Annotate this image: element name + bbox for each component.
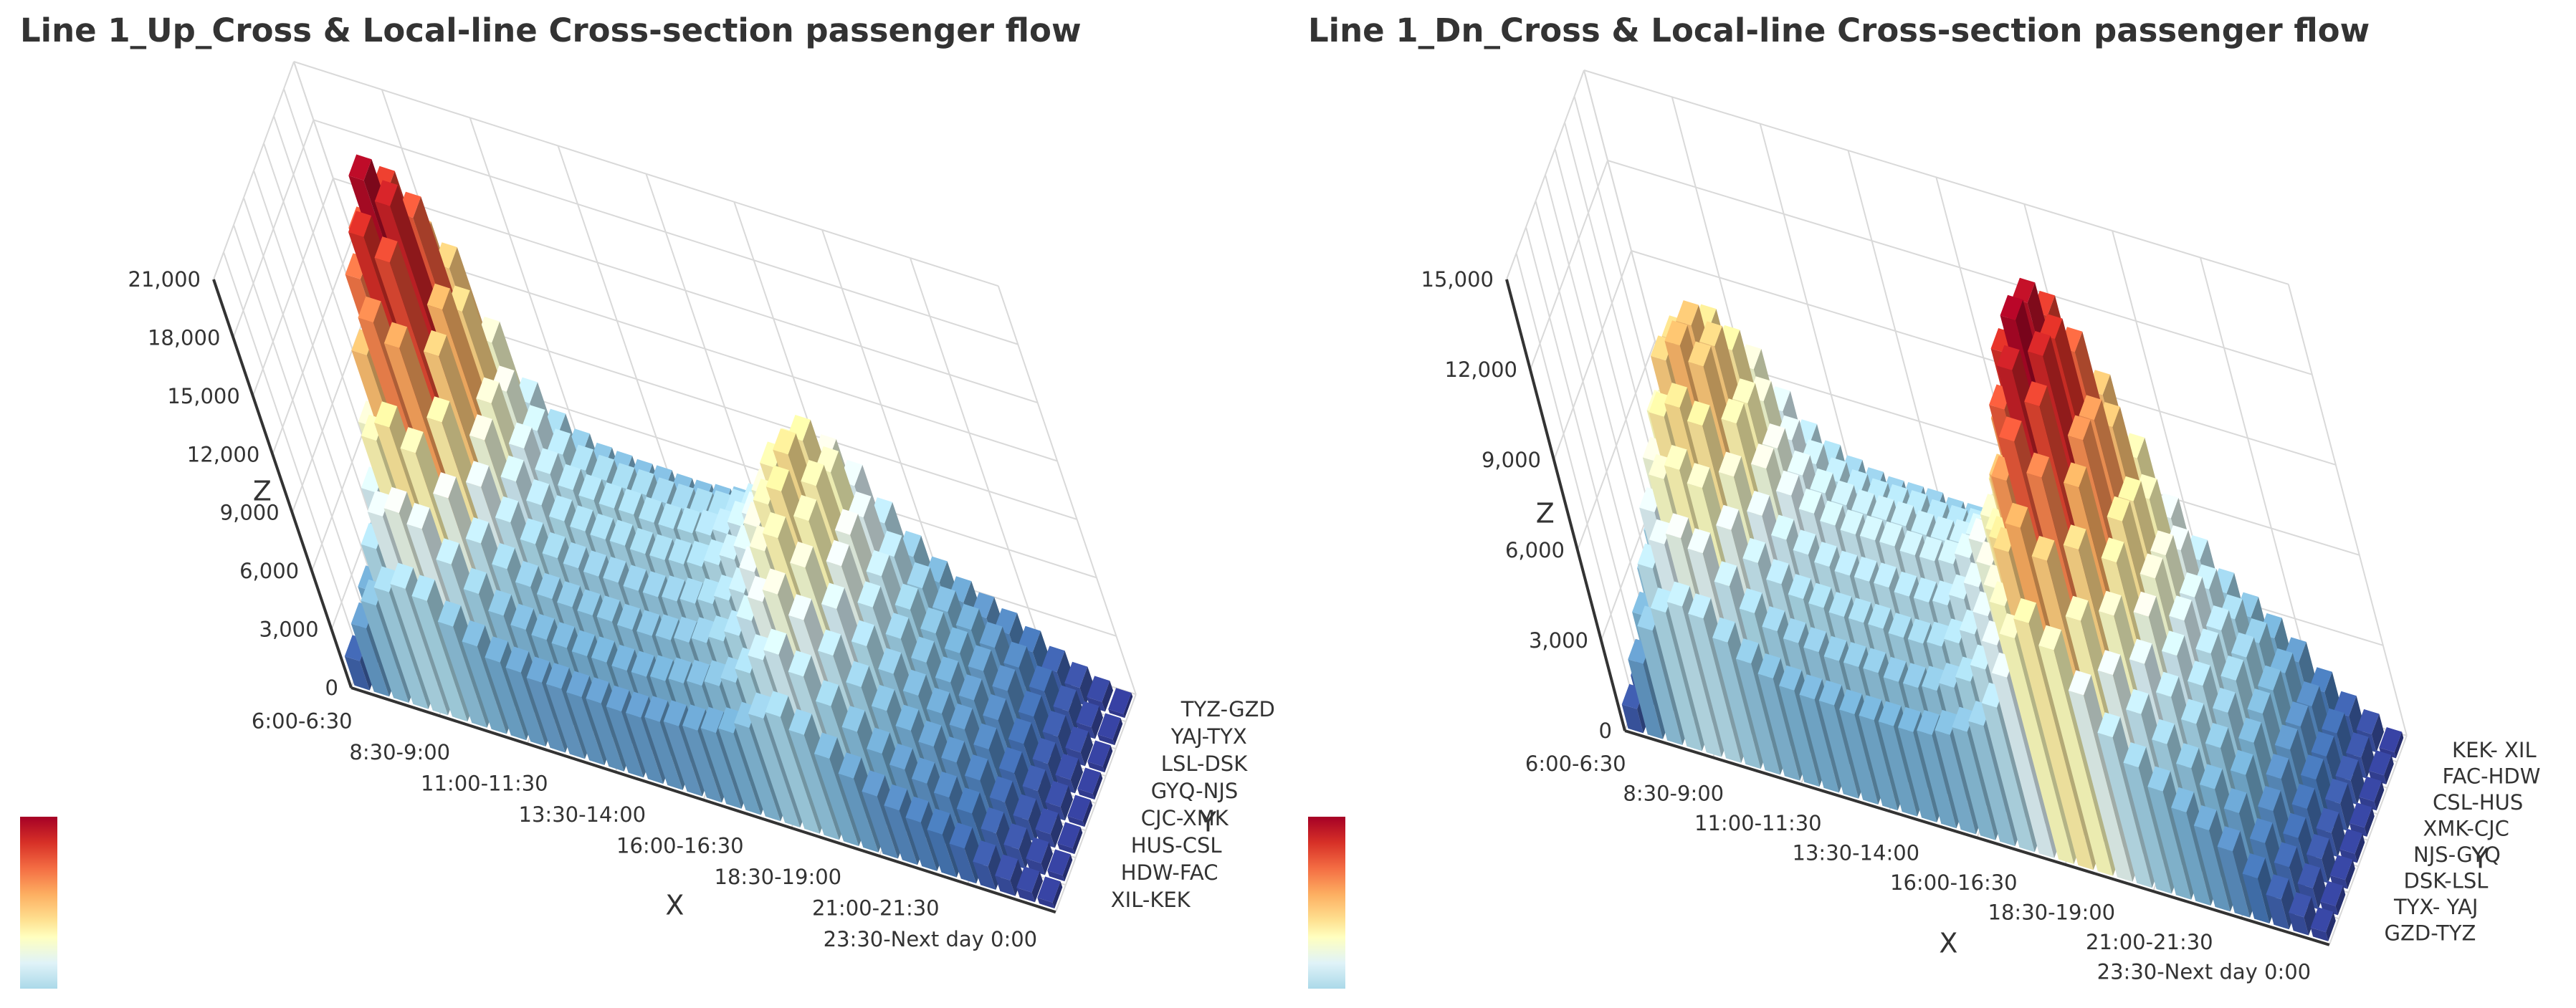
y-tick-label: HUS-CSL xyxy=(1131,833,1222,858)
x-tick-label: 6:00-6:30 xyxy=(252,709,353,733)
bar-KEK- XIL-35 xyxy=(2379,727,2404,759)
x-tick-label: 23:30-Next day 0:00 xyxy=(824,927,1038,951)
x-axis-title: X xyxy=(665,890,684,921)
chart-panel-up: Line 1_Up_Cross & Local-line Cross-secti… xyxy=(0,0,1288,1008)
bar-HDW-FAC-33 xyxy=(1003,823,1034,869)
z-tick-label: 12,000 xyxy=(1445,357,1517,382)
bar-CJC-XMK-34 xyxy=(1045,780,1073,821)
z-tick-label: 0 xyxy=(1599,719,1612,743)
chart-panel-dn: Line 1_Dn_Cross & Local-line Cross-secti… xyxy=(1288,0,2576,1008)
bar-GYQ-NJS-35 xyxy=(1077,767,1103,800)
bar-HDW-FAC-34 xyxy=(1026,837,1053,875)
bar-HDW-FAC-35 xyxy=(1047,849,1073,882)
z-tick-label: 6,000 xyxy=(239,559,299,583)
y-axis-title: Y xyxy=(1199,806,1217,837)
bar-XIL-KEK-32 xyxy=(973,840,1004,890)
z-tick-label: 21,000 xyxy=(128,267,201,292)
chart-title: Line 1_Up_Cross & Local-line Cross-secti… xyxy=(20,11,1082,49)
bar-GYQ-NJS-34 xyxy=(1055,753,1083,794)
z-axis-title: Z xyxy=(253,475,272,507)
y-tick-label: DSK-LSL xyxy=(2404,869,2489,893)
y-tick-label: XMK-CJC xyxy=(2423,817,2509,841)
y-tick-label: GZD-TYZ xyxy=(2385,921,2476,946)
y-axis-title: Y xyxy=(2471,843,2489,875)
x-tick-label: 13:30-14:00 xyxy=(519,802,647,827)
z-tick-label: 3,000 xyxy=(1529,628,1588,653)
z-tick-label: 9,000 xyxy=(1482,448,1541,472)
y-tick-label: LSL-DSK xyxy=(1161,752,1248,776)
x-tick-label: 8:30-9:00 xyxy=(349,740,450,764)
y-tick-label: TYX- YAJ xyxy=(2393,895,2478,919)
z-axis-line xyxy=(212,279,353,688)
x-tick-label: 23:30-Next day 0:00 xyxy=(2097,960,2312,984)
bar-GZD-TYZ-35 xyxy=(2310,907,2336,941)
x-tick-label: 18:30-19:00 xyxy=(1988,901,2116,925)
z-tick-label: 12,000 xyxy=(187,442,259,466)
bar-CSL-HUS-35 xyxy=(2359,776,2385,811)
bar-NJS-GYQ-34 xyxy=(2316,807,2345,858)
x-tick-label: 11:00-11:30 xyxy=(421,771,548,795)
y-tick-label: YAJ-TYX xyxy=(1170,724,1247,749)
z-axis-line xyxy=(1505,279,1626,731)
bar-HUS-CSL-35 xyxy=(1057,822,1083,855)
chart-plot-area[interactable]: 0 3,000 6,000 9,000 12,000 15,000 6:00-6:30 8:3… xyxy=(1288,0,2576,1008)
bar-XMK-CJC-35 xyxy=(2349,802,2375,837)
bar-DSK-LSL-35 xyxy=(2329,855,2355,889)
y-tick-label: KEK- XIL xyxy=(2452,738,2537,762)
z-tick-label: 0 xyxy=(325,676,338,700)
x-tick-label: 21:00-21:30 xyxy=(812,896,940,920)
z-tick-label: 6,000 xyxy=(1505,538,1565,562)
color-legend-bar[interactable] xyxy=(1308,817,1345,989)
bar-LSL-DSK-34 xyxy=(1065,726,1093,767)
x-tick-label: 16:00-16:30 xyxy=(616,833,744,858)
x-axis-line xyxy=(350,686,1056,914)
y-tick-label: CJC-XMK xyxy=(1141,806,1229,830)
y-tick-label: GYQ-NJS xyxy=(1151,779,1239,803)
chart-title: Line 1_Dn_Cross & Local-line Cross-secti… xyxy=(1308,11,2370,49)
bar-YAJ-TYX-35 xyxy=(1097,713,1123,746)
x-tick-label: 18:30-19:00 xyxy=(715,865,842,889)
x-tick-label: 13:30-14:00 xyxy=(1793,841,1920,865)
y-tick-label: XIL-KEK xyxy=(1111,888,1191,912)
color-legend-bar[interactable] xyxy=(20,817,57,989)
x-tick-label: 6:00-6:30 xyxy=(1525,752,1626,776)
bar-TYZ-GZD-34 xyxy=(1087,676,1113,712)
chart-plot-area[interactable]: 0 3,000 6,000 9,000 12,000 15,000 18,000 21,000… xyxy=(0,0,1288,1008)
bar-HUS-CSL-34 xyxy=(1035,807,1063,848)
x-axis-line xyxy=(1624,729,2330,946)
bar-CJC-XMK-35 xyxy=(1067,795,1093,827)
x-tick-label: 21:00-21:30 xyxy=(2086,930,2213,954)
bar-GZD-TYZ-33 xyxy=(2266,874,2297,930)
y-tick-label: TYZ-GZD xyxy=(1180,697,1275,721)
bar-NJS-GYQ-35 xyxy=(2339,828,2365,863)
z-tick-label: 18,000 xyxy=(148,325,220,350)
y-tick-label: NJS-GYQ xyxy=(2413,843,2501,867)
z-tick-label: 15,000 xyxy=(1421,267,1494,292)
bar-TYX- YAJ-35 xyxy=(2320,880,2346,916)
z-tick-label: 9,000 xyxy=(220,501,280,525)
z-axis-title: Z xyxy=(1536,498,1555,529)
z-tick-label: 15,000 xyxy=(167,384,239,408)
bar-FAC-HDW-35 xyxy=(2368,750,2394,784)
x-tick-label: 8:30-9:00 xyxy=(1623,782,1724,806)
y-tick-label: FAC-HDW xyxy=(2443,764,2541,789)
bar-LSL-DSK-35 xyxy=(1087,740,1113,773)
bar-XIL-KEK-33 xyxy=(995,854,1024,896)
bar-GZD-TYZ-34 xyxy=(2289,892,2317,936)
bars xyxy=(344,154,1133,909)
bar-XIL-KEK-34 xyxy=(1016,866,1043,903)
x-axis-title: X xyxy=(1939,927,1957,959)
x-tick-label: 11:00-11:30 xyxy=(1694,811,1822,835)
y-tick-label: HDW-FAC xyxy=(1121,860,1218,885)
bar-TYZ-GZD-35 xyxy=(1108,688,1133,719)
y-tick-label: CSL-HUS xyxy=(2433,790,2523,815)
x-tick-label: 16:00-16:30 xyxy=(1890,870,2018,895)
bar-XIL-KEK-35 xyxy=(1037,876,1063,909)
z-tick-label: 3,000 xyxy=(259,618,319,642)
bars xyxy=(1621,277,2404,941)
